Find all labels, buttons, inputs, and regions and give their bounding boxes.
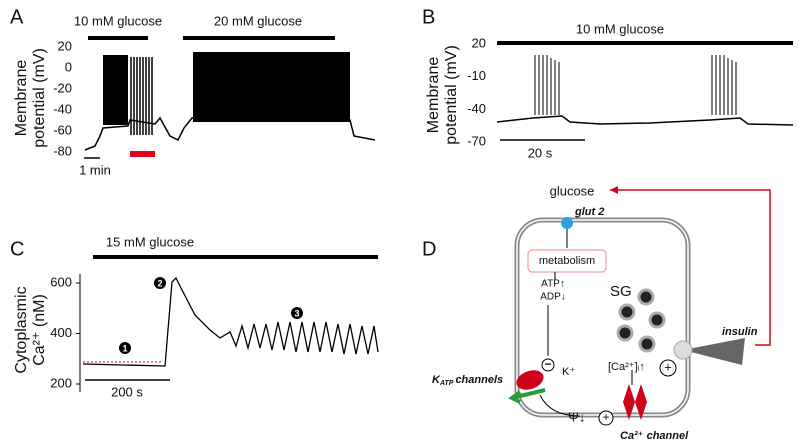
y-label: potential (mV) — [443, 45, 460, 145]
plus-sign — [598, 410, 614, 426]
y-tick-label: 20 — [472, 35, 486, 50]
annotation: 10 mM glucose — [74, 13, 162, 28]
glut2 — [561, 217, 573, 229]
panel-b: 10 mM glucose Membrane potential (mV) 20… — [425, 21, 794, 160]
y-tick-label: 600 — [50, 274, 72, 289]
k-efflux — [508, 388, 546, 404]
marker-label: 1 — [122, 343, 127, 353]
plus-sign — [659, 359, 677, 377]
marker — [154, 277, 166, 289]
y-tick-label: 20 — [58, 38, 72, 53]
label: metabolism — [539, 255, 595, 267]
panel-a: 10 mM glucose 20 mM glucose Membrane pot… — [13, 13, 376, 177]
y-label: Membrane — [13, 60, 30, 137]
marker-label: 2 — [157, 278, 162, 288]
label: + — [602, 410, 609, 424]
y-label: potential (mV) — [31, 48, 48, 148]
marker-label: 3 — [294, 308, 299, 318]
metabolism-box — [527, 249, 607, 273]
y-tick-label: -40 — [467, 101, 486, 116]
label: insulin — [722, 326, 758, 338]
y-tick-label: -80 — [53, 143, 72, 158]
label: K⁺ — [562, 366, 575, 378]
label: ADP↓ — [540, 292, 566, 303]
label: + — [664, 359, 672, 374]
y-tick-label: 0 — [65, 59, 72, 74]
annotation: 20 mM glucose — [214, 13, 302, 28]
panel-c: 15 mM glucose Cytoplasmic Ca²⁺ (nM) 1 2 … — [13, 234, 379, 399]
trace — [82, 276, 379, 367]
label: KATP channels — [432, 374, 503, 387]
spikes — [130, 57, 153, 135]
feedback-arrow — [610, 189, 771, 346]
highlight-bar — [130, 151, 155, 157]
arrow — [539, 394, 581, 417]
panel-label: A — [10, 6, 24, 28]
ca-channel — [623, 384, 647, 420]
label: − — [544, 357, 551, 371]
y-tick-label: 400 — [50, 325, 72, 340]
arrowhead — [610, 186, 618, 194]
burst — [193, 52, 350, 122]
granules — [616, 288, 666, 353]
burst — [103, 55, 128, 125]
panel-d: glucose glut 2 metabolism ATP↑ ADP↓ − K⁺… — [432, 183, 771, 442]
scale-label: 200 s — [111, 384, 143, 399]
marker — [119, 342, 131, 354]
y-tick-label: 200 — [50, 375, 72, 390]
y-tick-label: -60 — [53, 122, 72, 137]
panel-label: D — [422, 238, 436, 260]
marker — [291, 307, 303, 319]
insulin-cone — [683, 338, 745, 365]
spikes — [534, 55, 737, 115]
y-tick-label: -40 — [53, 101, 72, 116]
annotation: 10 mM glucose — [576, 21, 664, 36]
scale-label: 20 s — [528, 145, 553, 160]
label: ATP↑ — [541, 279, 565, 290]
trace — [84, 116, 376, 151]
panel-label: C — [10, 238, 24, 260]
insulin-granule — [673, 340, 693, 360]
y-label: Cytoplasmic — [13, 286, 30, 373]
label: [Ca²⁺]ᵢ↑ — [608, 361, 645, 373]
y-label: Ca²⁺ (nM) — [31, 294, 48, 366]
label: glut 2 — [574, 206, 604, 218]
panel-label: B — [422, 6, 435, 28]
katp-channel — [516, 370, 544, 390]
annotation: 15 mM glucose — [106, 234, 194, 249]
label: SG — [610, 283, 632, 300]
trace — [496, 115, 794, 126]
y-tick-label: -70 — [467, 133, 486, 148]
label: Ψ↓ — [568, 409, 585, 424]
minus-sign — [541, 358, 555, 372]
scale-label: 1 min — [79, 162, 111, 177]
y-tick-label: -20 — [53, 80, 72, 95]
label: glucose — [550, 183, 595, 198]
y-label: Membrane — [425, 57, 442, 134]
y-tick-label: -10 — [467, 68, 486, 83]
label: Ca²⁺ channel — [620, 430, 689, 442]
